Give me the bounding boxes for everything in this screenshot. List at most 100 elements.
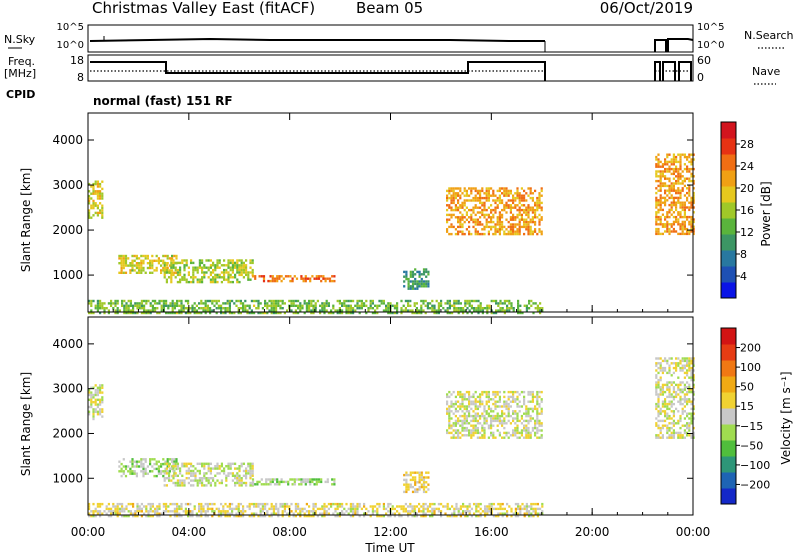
- power-cell: [216, 280, 219, 284]
- power-cell: [312, 299, 315, 303]
- velocity-cell: [194, 477, 197, 480]
- power-cell: [494, 201, 497, 205]
- velocity-cell: [101, 410, 104, 413]
- power-cell: [319, 304, 322, 307]
- power-cell: [688, 215, 691, 219]
- power-cell: [666, 213, 669, 216]
- nsky-tick-bottom: 10^0: [57, 40, 84, 51]
- velocity-cell: [270, 507, 273, 511]
- power-cell: [229, 266, 232, 269]
- power-cell: [499, 302, 502, 305]
- velocity-cell: [185, 472, 188, 475]
- power-cell: [140, 259, 143, 262]
- velocity-cell: [459, 505, 462, 508]
- power-cell: [690, 223, 693, 226]
- velocity-cell: [529, 436, 532, 439]
- velocity-cell: [668, 417, 671, 420]
- velocity-cell: [498, 398, 501, 401]
- power-cell: [189, 311, 192, 315]
- velocity-cell: [334, 514, 337, 518]
- power-cell: [420, 304, 423, 307]
- velocity-cell: [180, 514, 183, 518]
- power-cell: [407, 299, 410, 303]
- power-cell: [238, 273, 241, 277]
- power-cell: [454, 187, 457, 190]
- velocity-cell: [490, 505, 493, 508]
- power-cell: [275, 302, 278, 305]
- power-cell: [162, 266, 165, 270]
- power-cell: [242, 302, 245, 305]
- power-cell: [273, 279, 277, 283]
- velocity-cell: [461, 426, 464, 430]
- power-cell: [666, 223, 669, 226]
- velocity-cell: [485, 390, 488, 394]
- power-cell: [305, 309, 308, 312]
- power-cell: [229, 273, 232, 277]
- power-cell: [448, 187, 451, 190]
- power-cell: [294, 311, 297, 315]
- power-cell: [516, 223, 519, 226]
- power-cell: [96, 197, 99, 200]
- velocity-cell: [99, 384, 102, 387]
- velocity-cell: [655, 393, 658, 396]
- velocity-cell: [227, 462, 230, 465]
- velocity-cell: [668, 364, 671, 367]
- velocity-cell: [686, 431, 689, 435]
- power-cell: [683, 208, 686, 212]
- velocity-cell: [425, 476, 428, 479]
- power-cell: [278, 275, 281, 278]
- power-ytick-label: 4000: [52, 133, 83, 147]
- power-cell: [487, 189, 490, 193]
- power-cell: [498, 199, 501, 202]
- power-cell: [251, 268, 254, 272]
- velocity-cell: [238, 474, 241, 477]
- velocity-cell: [450, 402, 453, 406]
- velocity-cell: [453, 514, 456, 518]
- power-cell: [666, 227, 669, 231]
- velocity-cell: [272, 505, 275, 508]
- power-cell: [468, 225, 471, 229]
- velocity-cell: [294, 502, 297, 506]
- power-cell: [503, 189, 506, 193]
- power-cell: [512, 307, 515, 310]
- velocity-cell: [236, 479, 239, 482]
- power-cell: [416, 270, 419, 274]
- velocity-cell: [686, 412, 689, 415]
- power-cell: [481, 223, 484, 226]
- velocity-cell: [485, 410, 488, 413]
- velocity-cell: [655, 405, 658, 408]
- velocity-cell: [672, 390, 675, 394]
- velocity-cell: [425, 471, 428, 474]
- power-cell: [470, 232, 473, 236]
- velocity-cell: [209, 462, 212, 465]
- velocity-cell: [363, 502, 366, 506]
- power-cell: [269, 279, 272, 283]
- velocity-cell: [692, 364, 695, 367]
- velocity-cell: [681, 364, 684, 367]
- power-cell: [234, 266, 237, 269]
- velocity-cell: [688, 424, 691, 427]
- power-cell: [174, 268, 177, 272]
- power-cell: [127, 257, 130, 260]
- velocity-colorbar-tick: −15: [740, 420, 763, 433]
- velocity-cell: [688, 434, 691, 437]
- velocity-cell: [481, 412, 484, 415]
- velocity-cell: [124, 465, 128, 468]
- velocity-cell: [413, 510, 416, 513]
- velocity-cell: [156, 514, 159, 518]
- velocity-cell: [479, 400, 482, 403]
- velocity-cell: [116, 502, 119, 506]
- velocity-cell: [659, 410, 662, 413]
- power-cell: [679, 223, 682, 226]
- power-cell: [308, 304, 311, 307]
- velocity-cell: [523, 514, 526, 518]
- power-cell: [312, 307, 315, 310]
- velocity-cell: [407, 488, 410, 491]
- power-cell: [514, 225, 517, 229]
- power-cell: [664, 215, 667, 219]
- velocity-cell: [659, 386, 662, 389]
- velocity-cell: [330, 505, 333, 508]
- power-cell: [683, 194, 686, 197]
- power-cell: [236, 266, 239, 269]
- power-cell: [454, 232, 457, 236]
